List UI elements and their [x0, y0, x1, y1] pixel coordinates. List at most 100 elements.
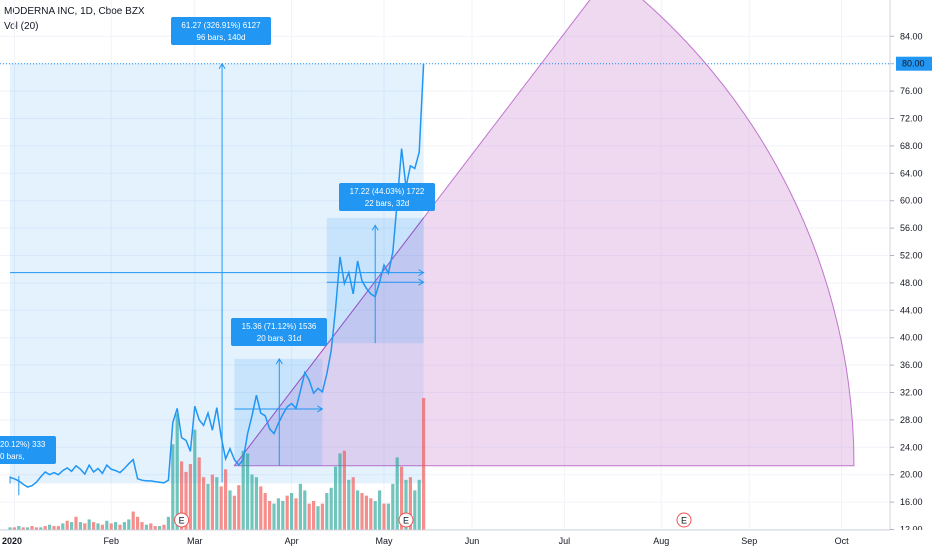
volume-bar: [83, 523, 87, 530]
volume-bar: [96, 523, 100, 530]
volume-bar: [224, 469, 228, 530]
price-axis-tick-label: 16.00: [900, 497, 923, 507]
price-axis-tick-label: 20.00: [900, 470, 923, 480]
volume-bar: [272, 503, 276, 530]
volume-bar: [12, 527, 16, 530]
annotation-label-large-line1: 61.27 (326.91%) 6127: [181, 21, 261, 30]
volume-bar: [281, 500, 285, 530]
volume-bar: [17, 526, 21, 530]
last-price-badge[interactable]: [896, 56, 932, 71]
volume-bar: [100, 524, 104, 530]
volume-bar: [52, 526, 56, 530]
fib-circle-fan[interactable]: [233, 0, 855, 467]
volume-bar: [307, 503, 311, 530]
volume-bar: [202, 477, 206, 530]
earnings-marker[interactable]: [676, 512, 692, 528]
volume-bar: [303, 490, 307, 530]
volume-bar: [338, 453, 342, 530]
price-axis-tick-label: 28.00: [900, 415, 923, 425]
volume-bar: [171, 444, 175, 530]
volume-bar: [395, 457, 399, 530]
volume-bar: [294, 498, 298, 530]
volume-bar: [21, 527, 25, 530]
measure-arrow-horizontal-upper-head: [418, 278, 425, 286]
volume-bar: [228, 490, 232, 530]
volume-bar: [369, 498, 373, 530]
volume-bar: [312, 500, 316, 530]
time-axis-tick-label: 2020: [2, 536, 22, 546]
volume-bar: [276, 498, 280, 530]
volume-bar: [215, 477, 219, 530]
volume-bar: [193, 429, 197, 530]
volume-bar: [413, 490, 417, 530]
volume-bar: [373, 500, 377, 530]
last-price-badge-label: 80.00: [902, 59, 925, 69]
volume-bar: [417, 479, 421, 530]
volume-bar: [136, 516, 140, 530]
volume-bar: [158, 526, 162, 530]
volume-bar: [400, 466, 404, 530]
volume-bar: [268, 500, 272, 530]
volume-bar: [246, 453, 250, 530]
annotation-label-small[interactable]: [0, 436, 56, 464]
volume-bar: [298, 483, 302, 530]
volume-bar: [232, 495, 236, 530]
volume-indicator-title[interactable]: Vol (20): [4, 21, 39, 32]
volume-bar: [74, 516, 78, 530]
volume-bar: [184, 471, 188, 530]
time-axis-tick-label: Oct: [835, 536, 850, 546]
volume-bar: [26, 527, 30, 530]
time-axis-tick-label: Feb: [103, 536, 119, 546]
time-axis-tick-label: Aug: [653, 536, 669, 546]
price-axis-tick-label: 12.00: [900, 525, 923, 535]
volume-bar: [206, 483, 210, 530]
price-axis-tick-label: 56.00: [900, 223, 923, 233]
earnings-marker-label: E: [681, 516, 687, 526]
volume-bar: [325, 493, 329, 530]
price-axis-tick-label: 72.00: [900, 114, 923, 124]
volume-bar: [144, 524, 148, 530]
price-line[interactable]: [9, 63, 425, 488]
volume-bar: [259, 486, 263, 530]
volume-bar: [391, 483, 395, 530]
price-axis-tick-label: 36.00: [900, 360, 923, 370]
volume-bar: [56, 526, 60, 530]
volume-bar: [290, 493, 294, 530]
measure-range-large[interactable]: [10, 63, 424, 484]
price-axis-tick-label: 60.00: [900, 196, 923, 206]
chart-header: MODERNA INC, 1D, Cboe BZX Vol (20): [4, 4, 145, 34]
annotation-label-mid[interactable]: [231, 318, 327, 346]
price-axis-tick-label: 48.00: [900, 278, 923, 288]
measure-arrow-vertical-upper-head: [371, 224, 379, 231]
price-axis-tick-label: 40.00: [900, 333, 923, 343]
volume-bar: [263, 493, 267, 530]
price-axis[interactable]: [890, 0, 932, 550]
volume-bar: [30, 526, 34, 530]
measure-arrow-horizontal-large-head: [418, 269, 425, 277]
volume-bar: [285, 495, 289, 530]
earnings-marker[interactable]: [398, 512, 414, 528]
symbol-title[interactable]: MODERNA INC, 1D, Cboe BZX: [4, 6, 145, 17]
volume-bar: [351, 477, 355, 530]
annotation-label-upper[interactable]: [339, 183, 435, 211]
volume-bar: [188, 464, 192, 530]
volume-bar: [386, 503, 390, 530]
volume-bar: [140, 522, 144, 530]
volume-bar: [360, 493, 364, 530]
earnings-marker[interactable]: [174, 512, 190, 528]
volume-bar: [34, 527, 38, 530]
volume-bar: [316, 506, 320, 530]
volume-bar: [87, 519, 91, 530]
volume-bar: [131, 511, 135, 530]
measure-range-mid[interactable]: [234, 358, 323, 466]
volume-bar: [70, 522, 74, 530]
volume-bar: [105, 520, 109, 530]
time-axis-tick-label: Jun: [465, 536, 480, 546]
volume-bar: [197, 457, 201, 530]
time-axis[interactable]: [0, 530, 932, 550]
price-axis-tick-label: 68.00: [900, 141, 923, 151]
annotation-label-large[interactable]: [171, 17, 271, 45]
price-axis-tick-label: 32.00: [900, 388, 923, 398]
annotation-label-upper-line2: 22 bars, 32d: [365, 199, 409, 208]
